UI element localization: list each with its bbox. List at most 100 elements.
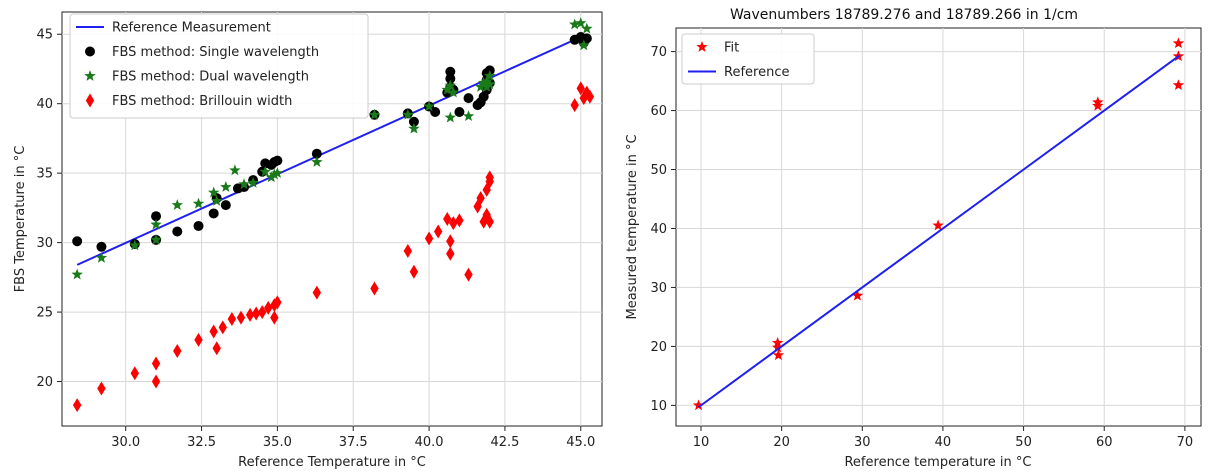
left-x-tick-label: 30.0 xyxy=(111,435,140,450)
right-x-tick-label: 70 xyxy=(1177,435,1194,450)
left-data-point xyxy=(447,86,460,98)
left-legend-box xyxy=(69,13,369,119)
left-data-point xyxy=(97,381,106,396)
left-legend-label: FBS method: Single wavelength xyxy=(112,45,319,60)
left-ticks: 30.0 32.5 35.0 37.5 40.0 42.5 45.0 20 25 30 35 40 45 xyxy=(36,28,595,450)
left-y-tick-label: 45 xyxy=(36,28,53,43)
left-x-tick-label: 45.0 xyxy=(566,435,595,450)
right-data-point xyxy=(932,219,944,231)
left-data-point xyxy=(96,241,107,252)
left-reference-line xyxy=(76,33,588,266)
left-data-point xyxy=(312,285,322,300)
left-data-point xyxy=(581,22,593,34)
left-data-point xyxy=(370,281,379,296)
left-data-point xyxy=(265,171,278,183)
left-series-reference-line xyxy=(76,33,588,266)
left-data-point xyxy=(463,93,474,104)
left-legend-marker-swatch xyxy=(85,93,95,108)
left-data-point xyxy=(247,176,259,188)
left-series-star-markers xyxy=(71,17,593,280)
left-x-tick-label: 40.0 xyxy=(415,435,444,450)
right-data-point xyxy=(771,341,784,353)
right-legend-label: Fit xyxy=(724,41,739,56)
right-y-tick-label: 60 xyxy=(650,104,667,119)
right-x-tick-label: 10 xyxy=(693,435,710,450)
right-x-tick-label: 50 xyxy=(1015,435,1032,450)
left-data-point xyxy=(485,214,494,229)
right-data-point xyxy=(692,399,705,411)
left-data-point xyxy=(446,246,455,261)
left-data-point xyxy=(129,239,141,251)
left-data-point xyxy=(245,307,255,322)
left-x-axis-label: Reference Temperature in °C xyxy=(238,455,426,470)
left-data-point xyxy=(150,218,162,230)
left-data-point xyxy=(579,91,588,106)
left-data-point xyxy=(311,148,322,159)
left-data-point xyxy=(477,76,490,88)
left-data-point xyxy=(430,107,441,118)
left-y-tick-label: 35 xyxy=(36,167,53,182)
right-series-reference-line xyxy=(697,54,1180,408)
right-reference-line xyxy=(697,54,1180,408)
left-data-point xyxy=(578,39,590,51)
right-x-tick-label: 60 xyxy=(1096,435,1113,450)
left-data-point xyxy=(455,213,464,228)
left-legend-label: FBS method: Dual wavelength xyxy=(112,70,309,85)
left-y-tick-label: 30 xyxy=(36,236,53,251)
left-data-point xyxy=(238,178,250,190)
left-data-point xyxy=(445,66,456,77)
left-data-point xyxy=(368,108,381,120)
left-data-point xyxy=(444,79,457,91)
left-data-point xyxy=(71,268,83,280)
left-data-point xyxy=(449,216,458,231)
left-data-point xyxy=(194,332,203,347)
left-data-point xyxy=(229,164,241,176)
left-data-point xyxy=(151,374,161,389)
left-data-point xyxy=(433,224,443,239)
left-data-point xyxy=(95,251,108,263)
left-data-point xyxy=(568,18,581,30)
left-data-point xyxy=(264,300,273,315)
left-data-point xyxy=(268,168,281,180)
left-data-point xyxy=(444,111,457,123)
left-y-tick-label: 25 xyxy=(36,306,53,321)
left-legend-marker-swatch xyxy=(84,70,96,81)
left-data-point xyxy=(193,220,204,231)
right-y-tick-label: 40 xyxy=(650,222,667,237)
right-y-tick-label: 30 xyxy=(650,281,667,296)
right-chart-title: Wavenumbers 18789.276 and 18789.266 in 1… xyxy=(730,7,1078,23)
left-data-point xyxy=(258,305,267,320)
left-legend-marker-swatch xyxy=(85,46,95,57)
left-y-axis-label: FBS Temperature in °C xyxy=(13,146,28,293)
left-legend: Reference Measurement FBS method: Single … xyxy=(69,13,369,119)
right-y-tick-label: 10 xyxy=(650,399,667,414)
left-data-point xyxy=(192,197,205,209)
left-data-point xyxy=(259,165,271,177)
left-data-point xyxy=(236,310,246,325)
right-y-tick-label: 70 xyxy=(650,45,667,60)
left-data-point xyxy=(151,356,161,371)
left-chart: 30.0 32.5 35.0 37.5 40.0 42.5 45.0 20 25 30 35 40 45… xyxy=(13,11,603,470)
left-data-point xyxy=(481,81,493,92)
left-data-point xyxy=(251,306,261,321)
left-data-point xyxy=(270,310,279,325)
left-data-point xyxy=(464,267,473,282)
right-data-point xyxy=(1172,37,1185,49)
left-data-point xyxy=(481,75,493,87)
left-data-point xyxy=(408,122,420,134)
right-y-axis-label: Measured temperature in °C xyxy=(625,134,640,319)
left-data-point xyxy=(575,17,587,28)
left-data-point xyxy=(484,78,496,90)
left-data-point xyxy=(462,110,475,122)
left-series xyxy=(71,17,595,413)
left-data-point xyxy=(311,156,323,167)
right-x-tick-label: 30 xyxy=(854,435,871,450)
left-data-point xyxy=(209,324,218,339)
left-data-point xyxy=(207,186,220,198)
left-data-point xyxy=(423,100,435,112)
left-legend-label: Reference Measurement xyxy=(112,21,271,36)
left-data-point xyxy=(409,264,419,279)
left-data-point xyxy=(130,366,140,381)
left-x-tick-label: 37.5 xyxy=(339,435,368,450)
left-data-point xyxy=(227,312,237,327)
